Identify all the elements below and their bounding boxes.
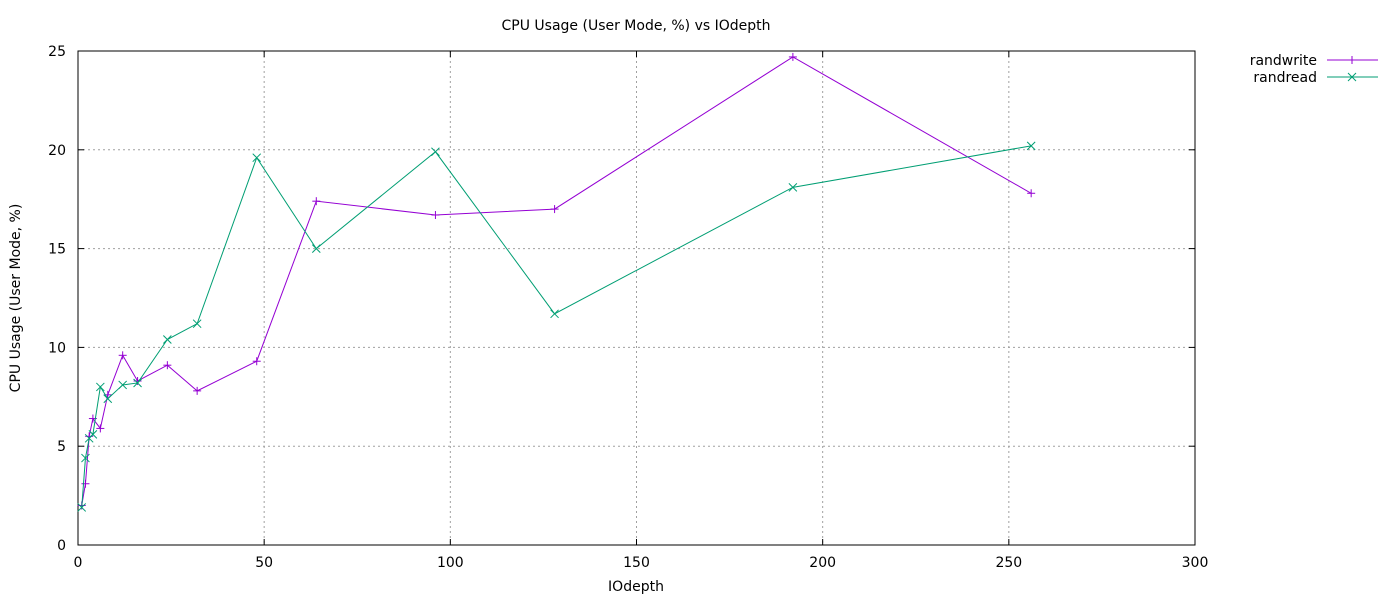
data-point [431,211,440,220]
legend-label: randwrite [1250,53,1317,69]
data-point [77,503,87,512]
y-tick-label: 15 [48,242,66,258]
data-point [163,361,172,370]
data-point [192,319,202,329]
data-point [311,244,321,253]
data-point [193,386,202,395]
data-point [788,52,797,61]
data-point [312,197,321,206]
x-tick-label: 250 [995,555,1022,571]
series-line [81,145,1032,508]
y-axis-label: CPU Usage (User Mode, %) [8,204,24,393]
y-tick-label: 0 [57,538,66,554]
x-tick-label: 150 [623,555,650,571]
data-point [163,335,172,344]
data-point [1027,189,1036,198]
data-point [550,205,559,214]
axis-ticks: 0 50 100 150 200 250 300 0 5 10 15 20 25 [48,44,1208,571]
data-point [81,479,90,488]
data-point [133,378,142,388]
chart-title: CPU Usage (User Mode, %) vs IOdepth [502,18,771,34]
x-tick-label: 50 [255,555,273,571]
data-point [252,357,261,366]
x-tick-label: 0 [74,555,83,571]
legend-swatch-marker [1348,56,1356,64]
x-tick-label: 200 [809,555,836,571]
data-point [252,153,262,163]
data-point [96,424,105,433]
legend-swatch-marker [1347,72,1357,82]
data-point [788,182,798,192]
data-point [88,429,98,439]
y-tick-label: 20 [48,143,66,159]
y-tick-label: 10 [48,340,66,356]
series-randread [77,141,1036,512]
data-point [118,351,127,360]
data-point [118,380,128,390]
legend-label: randread [1253,70,1317,86]
data-point [95,382,105,392]
legend-item-randwrite: randwrite [1250,53,1378,69]
x-tick-label: 300 [1182,555,1209,571]
series-layer [77,52,1036,512]
grid-lines [78,51,1195,545]
y-tick-label: 5 [57,439,66,455]
y-tick-label: 25 [48,44,66,60]
x-tick-label: 100 [437,555,464,571]
data-point [81,453,90,463]
data-point [550,309,559,319]
series-randwrite [77,52,1036,510]
data-point [103,394,113,404]
series-line [81,56,1032,506]
data-point [1026,141,1036,151]
x-axis-label: IOdepth [608,579,664,595]
data-point [431,147,440,157]
legend-item-randread: randread [1253,70,1378,86]
